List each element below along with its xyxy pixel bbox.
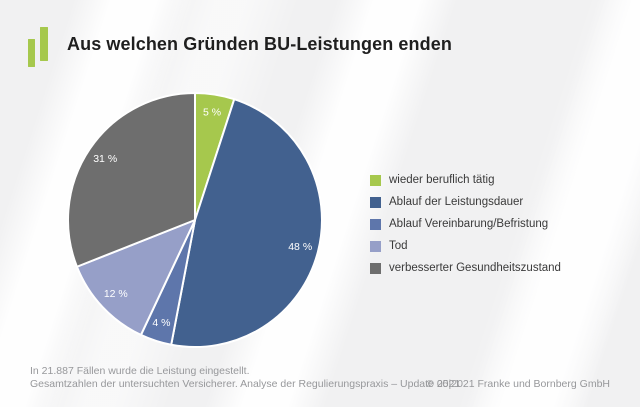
logo-bar-icon — [28, 39, 35, 67]
footnote-line-2: Gesamtzahlen der untersuchten Versichere… — [30, 378, 461, 390]
legend-item: Tod — [370, 235, 561, 257]
pie-slice-label-0: 5 % — [203, 107, 221, 119]
copyright-text: © 05|2021 Franke und Bornberg GmbH — [426, 378, 610, 390]
legend-item: verbesserter Gesundheitszustand — [370, 257, 561, 279]
footnote-line-1: In 21.887 Fällen wurde die Leistung eing… — [30, 365, 250, 377]
legend-swatch — [370, 196, 381, 208]
legend-item: Ablauf der Leistungsdauer — [370, 191, 561, 213]
legend-swatch — [370, 262, 381, 274]
page-title: Aus welchen Gründen BU-Leistungen enden — [67, 34, 452, 54]
pie-slice-3 — [75, 219, 196, 336]
legend-item: wieder beruflich tätig — [370, 169, 561, 191]
legend-item: Ablauf Vereinbarung/Befristung — [370, 213, 561, 235]
pie-slice-label-1: 48 % — [288, 241, 312, 253]
pie-slice-1 — [170, 98, 323, 348]
franke-bornberg-logo — [28, 27, 50, 68]
pie-slice-4 — [67, 92, 196, 268]
legend-label: verbesserter Gesundheitszustand — [389, 262, 561, 274]
chart-legend: wieder beruflich tätig Ablauf der Leistu… — [370, 169, 561, 279]
pie-chart-svg: 5 % 48 % 4 % 12 % 31 % — [67, 92, 323, 348]
legend-swatch — [370, 174, 381, 186]
pie-slice-label-3: 12 % — [104, 288, 128, 300]
pie-chart: 5 % 48 % 4 % 12 % 31 % — [63, 88, 327, 352]
pie-slice-label-2: 4 % — [152, 317, 170, 329]
pie-slice-label-4: 31 % — [93, 153, 117, 165]
legend-label: Ablauf Vereinbarung/Befristung — [389, 218, 549, 230]
legend-swatch — [370, 240, 381, 252]
legend-label: Ablauf der Leistungsdauer — [389, 196, 524, 208]
legend-swatch — [370, 218, 381, 230]
logo-bar-icon — [40, 27, 48, 61]
legend-label: wieder beruflich tätig — [389, 174, 495, 186]
legend-label: Tod — [389, 240, 408, 252]
footnote: In 21.887 Fällen wurde die Leistung eing… — [30, 365, 460, 391]
